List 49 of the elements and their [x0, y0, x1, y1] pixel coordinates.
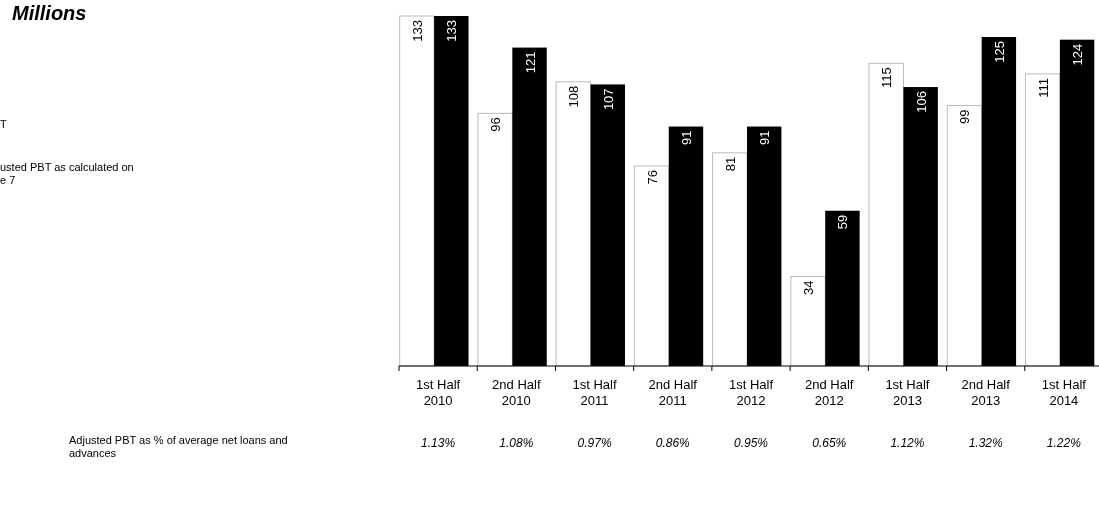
- text: 1.08%: [499, 436, 534, 450]
- bar: [633, 165, 670, 367]
- x-tick-label: 2nd Half 2012: [805, 377, 854, 408]
- x-tick-label: 1st Half 2012: [728, 377, 774, 408]
- data-label: 133: [444, 20, 460, 42]
- bar: [555, 81, 592, 367]
- text: 1.32%: [968, 436, 1004, 450]
- text: 0.86%: [655, 436, 691, 450]
- data-label: 121: [522, 51, 538, 74]
- data-label: 133: [409, 20, 425, 42]
- data-label: 124: [1070, 43, 1086, 66]
- text: 1.13%: [421, 436, 456, 450]
- x-tick-label: 1st Half 2014: [1041, 377, 1087, 408]
- data-label: 111: [1035, 77, 1051, 98]
- text: usted PBT as calculated on e 7: [0, 161, 134, 186]
- x-tick-label: 2nd Half 2010: [492, 377, 541, 408]
- bar: [477, 112, 513, 367]
- text: 0.95%: [733, 436, 769, 450]
- bar: [946, 104, 983, 367]
- data-label: 34: [801, 280, 817, 295]
- bar: [1024, 73, 1061, 367]
- text: 0.65%: [812, 436, 847, 450]
- x-tick-label: 2nd Half 2013: [961, 377, 1011, 408]
- bar: [868, 62, 904, 367]
- text: T: [0, 118, 7, 130]
- data-label: 81: [722, 156, 738, 172]
- data-label: 91: [757, 130, 773, 145]
- data-label: 108: [566, 85, 582, 108]
- data-label: 106: [913, 91, 929, 113]
- data-label: 76: [644, 170, 660, 185]
- data-label: 107: [600, 88, 616, 111]
- text: 1.12%: [890, 436, 925, 450]
- x-tick-label: 2nd Half 2011: [648, 377, 698, 408]
- text: 1.22%: [1046, 436, 1082, 450]
- data-label: 125: [991, 41, 1007, 63]
- x-tick-label: 1st Half 2013: [885, 377, 930, 408]
- x-tick-label: 1st Half 2011: [572, 377, 617, 408]
- text: 0.97%: [577, 436, 612, 450]
- text: Adjusted PBT as % of average net loans and advances: [69, 434, 288, 459]
- data-label: 115: [879, 67, 895, 89]
- bar: [712, 152, 748, 367]
- data-label: 96: [488, 117, 504, 132]
- x-tick-label: 1st Half 2010: [416, 377, 461, 408]
- data-label: 99: [957, 109, 973, 124]
- data-label: 59: [835, 214, 851, 230]
- bar: [399, 15, 435, 367]
- bar: [790, 276, 826, 367]
- data-label: 91: [678, 130, 694, 145]
- text: Millions: [12, 2, 87, 24]
